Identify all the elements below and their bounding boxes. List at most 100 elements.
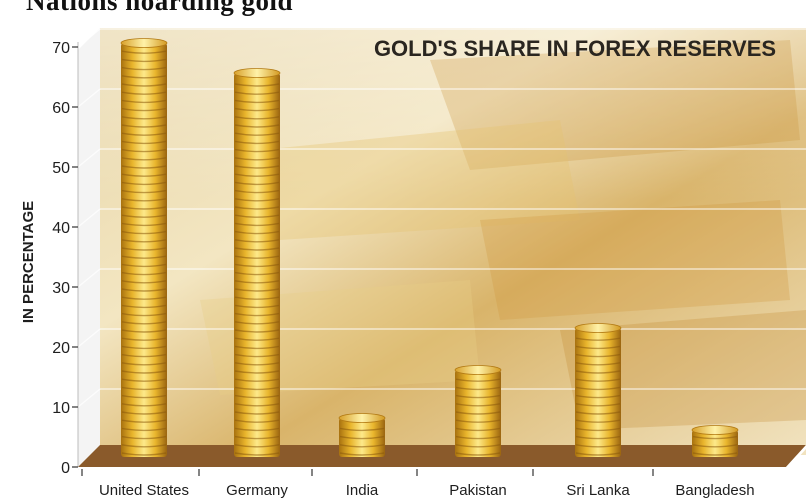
coin-edge xyxy=(121,280,167,284)
coin-edge xyxy=(234,411,280,415)
coin-edge xyxy=(575,353,621,358)
gridlines xyxy=(77,28,806,408)
gridline-side xyxy=(77,388,101,408)
coin-edge xyxy=(455,411,501,415)
coin-edge xyxy=(234,263,280,268)
coin-edge xyxy=(234,288,280,292)
coin-edge xyxy=(234,427,280,432)
coin-edge xyxy=(121,386,167,391)
coin-edge xyxy=(121,353,167,358)
coin-edge xyxy=(121,75,167,79)
coin-edge xyxy=(121,173,167,177)
coin-edge xyxy=(234,444,280,448)
coin-edge xyxy=(121,107,167,112)
coin-edge xyxy=(121,271,167,276)
side-wall xyxy=(78,28,100,470)
coin-edge xyxy=(121,329,167,333)
coin-edge xyxy=(121,296,167,300)
coin-edge xyxy=(121,91,167,95)
x-tick-label: Pakistan xyxy=(449,482,507,499)
y-axis: 0 10 20 30 40 50 60 70 xyxy=(52,40,79,477)
bar-pakistan xyxy=(454,365,502,457)
x-axis: United States Germany India Pakistan Sri Lan… xyxy=(81,469,755,499)
floor-side xyxy=(786,445,806,469)
coin-edge xyxy=(234,362,280,366)
bar-top xyxy=(691,425,739,435)
coin-edge xyxy=(121,247,167,251)
x-tick-label: United States xyxy=(99,482,189,499)
coin-edge xyxy=(121,50,167,54)
coin-edge xyxy=(455,386,501,391)
bar-top xyxy=(233,68,281,78)
coin-edge xyxy=(121,345,167,350)
coin-edge xyxy=(692,444,738,448)
coin-edge xyxy=(455,378,501,382)
coin-edge xyxy=(121,255,167,259)
coin-edge xyxy=(575,444,621,448)
coin-edge xyxy=(575,337,621,341)
coin-edge xyxy=(121,157,167,161)
coin-edge xyxy=(121,239,167,243)
coin-edge xyxy=(234,148,280,153)
coin-edge xyxy=(234,321,280,325)
bar-body xyxy=(692,430,738,457)
coin-edge xyxy=(234,239,280,243)
coin-edge xyxy=(234,345,280,350)
bar-top xyxy=(338,413,386,423)
coin-edge xyxy=(234,116,280,120)
coin-edge xyxy=(455,403,501,407)
coin-edge xyxy=(234,83,280,87)
coin-edge xyxy=(234,181,280,186)
coin-edge xyxy=(121,362,167,366)
coin-edge xyxy=(234,132,280,136)
bar-body xyxy=(575,328,621,457)
coin-edge xyxy=(234,99,280,104)
coin-edge xyxy=(575,452,621,456)
y-tick-label: 30 xyxy=(52,280,70,297)
coin-edge xyxy=(234,189,280,194)
coin-edge xyxy=(339,427,385,432)
coin-edge xyxy=(575,435,621,440)
coin-edge xyxy=(121,206,167,210)
background-panel xyxy=(100,28,806,455)
coin-edge xyxy=(234,198,280,202)
coin-edge xyxy=(234,337,280,341)
x-tick-label: India xyxy=(346,482,379,499)
coin-edge xyxy=(121,124,167,128)
coin-edge xyxy=(575,345,621,350)
coin-edge xyxy=(234,91,280,95)
coin-edge xyxy=(121,214,167,218)
coin-edge xyxy=(121,181,167,186)
bar-sri-lanka xyxy=(574,323,622,457)
coin-edge xyxy=(234,378,280,382)
coin-edge xyxy=(234,353,280,358)
coin-edge xyxy=(692,452,738,456)
coin-edge xyxy=(234,452,280,456)
coin-edge xyxy=(339,435,385,440)
coin-edge xyxy=(121,198,167,202)
coin-edge xyxy=(234,419,280,423)
coin-edge xyxy=(121,321,167,325)
coin-edge xyxy=(234,271,280,276)
coin-edge xyxy=(575,427,621,432)
coin-edge xyxy=(455,444,501,448)
coin-edge xyxy=(234,304,280,309)
y-tick-label: 0 xyxy=(61,460,70,477)
coin-edge xyxy=(234,394,280,399)
bars xyxy=(120,38,739,457)
coin-edge xyxy=(234,312,280,317)
coin-edge xyxy=(121,370,167,374)
coin-edge xyxy=(121,378,167,382)
coin-edge xyxy=(121,189,167,194)
y-tick-label: 60 xyxy=(52,100,70,117)
gridline-side xyxy=(77,208,101,228)
floor-edge xyxy=(78,467,786,469)
coin-edge xyxy=(455,452,501,456)
coin-edge xyxy=(121,116,167,120)
bar-top xyxy=(574,323,622,333)
bar-top xyxy=(120,38,168,48)
coin-edge xyxy=(121,263,167,268)
coin-edge xyxy=(121,312,167,317)
coin-edge xyxy=(339,452,385,456)
